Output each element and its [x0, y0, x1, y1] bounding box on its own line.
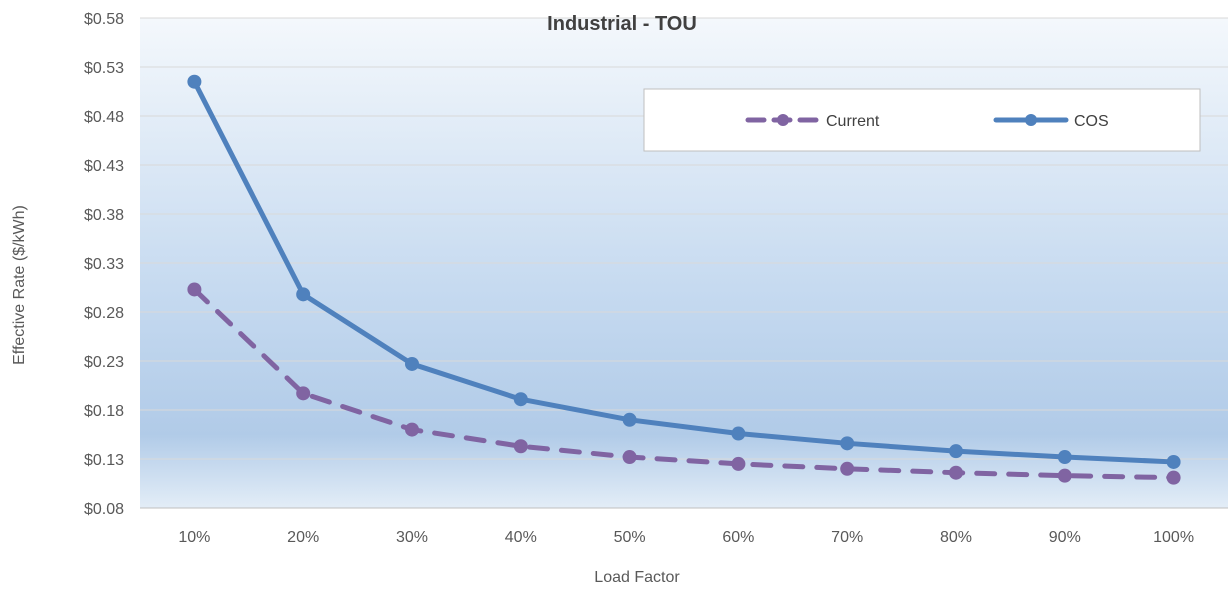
data-point-current [840, 461, 855, 476]
x-tick-label: 30% [396, 529, 428, 546]
y-tick-label: $0.53 [84, 60, 124, 77]
legend: Current COS [643, 88, 1201, 152]
data-point-cos [405, 356, 419, 371]
legend-label-cos: COS [1074, 113, 1109, 130]
data-point-current [949, 465, 963, 480]
data-point-current [513, 439, 528, 454]
y-axis-title: Effective Rate ($/kWh) [11, 205, 28, 365]
data-point-cos [513, 392, 528, 407]
y-tick-label: $0.13 [84, 452, 124, 469]
x-tick-label: 10% [178, 529, 210, 546]
y-tick-label: $0.08 [84, 501, 124, 518]
y-tick-label: $0.28 [84, 305, 124, 322]
x-tick-label: 100% [1153, 529, 1194, 546]
series-line-current [191, 286, 1177, 481]
legend-marker-current [777, 114, 789, 126]
data-point-current [187, 282, 202, 297]
x-tick-label: 40% [505, 529, 537, 546]
x-tick-label: 70% [831, 529, 863, 546]
data-point-cos [731, 426, 746, 441]
data-point-cos [296, 287, 311, 302]
x-tick-labels: 10% 20% 30% 40% 50% 60% 70% 80% 90% 100% [178, 529, 1194, 546]
data-point-cos [1057, 450, 1072, 465]
x-tick-label: 60% [722, 529, 754, 546]
gridlines [140, 17, 1228, 509]
data-point-cos [622, 412, 637, 427]
x-tick-label: 50% [614, 529, 646, 546]
data-point-cos [1166, 454, 1181, 469]
legend-label-current: Current [826, 113, 880, 130]
series-line-cos [191, 79, 1177, 465]
series-group [187, 74, 1181, 485]
x-tick-label: 20% [287, 529, 319, 546]
data-point-current [1166, 470, 1181, 485]
chart-title: Industrial - TOU [547, 13, 697, 35]
x-tick-label: 90% [1049, 529, 1081, 546]
data-point-current [731, 456, 746, 471]
y-tick-label: $0.18 [84, 403, 124, 420]
data-point-cos [187, 74, 202, 89]
legend-box [643, 88, 1201, 152]
data-point-cos [949, 444, 963, 459]
data-point-current [1057, 468, 1072, 483]
data-point-current [296, 386, 311, 401]
y-tick-label: $0.23 [84, 354, 124, 371]
y-tick-label: $0.58 [84, 11, 124, 28]
legend-marker-cos [1025, 114, 1037, 126]
x-axis-title: Load Factor [594, 569, 680, 586]
y-tick-labels: $0.08 $0.13 $0.18 $0.23 $0.28 $0.33 $0.38 $0.43… [84, 11, 124, 518]
y-tick-label: $0.38 [84, 207, 124, 224]
data-point-current [622, 450, 637, 465]
x-tick-label: 80% [940, 529, 972, 546]
y-tick-label: $0.43 [84, 158, 124, 175]
y-tick-label: $0.33 [84, 256, 124, 273]
y-tick-label: $0.48 [84, 109, 124, 126]
data-point-current [405, 422, 419, 437]
data-point-cos [840, 436, 855, 451]
